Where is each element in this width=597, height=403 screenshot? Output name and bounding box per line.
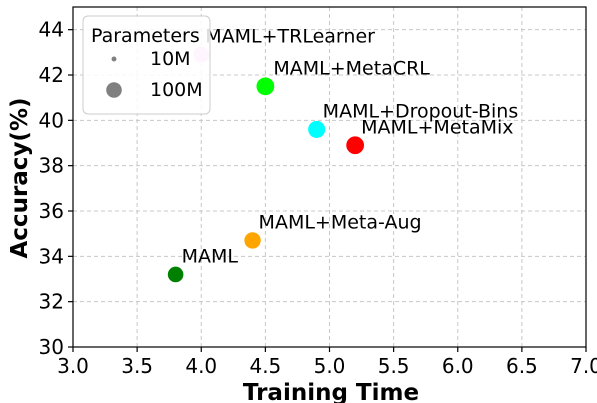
x-tick-label: 6.5: [506, 354, 538, 378]
y-tick-label: 34: [39, 244, 64, 268]
x-tick-label: 6.0: [442, 354, 474, 378]
y-tick-label: 30: [39, 335, 64, 359]
x-tick-label: 5.0: [314, 354, 346, 378]
x-tick-label: 4.0: [185, 354, 217, 378]
y-tick-label: 40: [39, 108, 64, 132]
plot-frame: [72, 6, 587, 348]
y-tick-label: 36: [39, 199, 64, 223]
data-point: [256, 77, 275, 96]
data-point: [308, 120, 326, 138]
data-point-label: MAML+Dropout-Bins: [323, 100, 519, 122]
y-tick-label: 38: [39, 154, 64, 178]
data-point: [167, 266, 184, 283]
data-point: [244, 232, 261, 249]
legend-entry-label: 100M: [150, 79, 203, 101]
point-labels: MAML MAML+Meta-Aug MAML+TRLearner MAML+Meta…: [182, 26, 519, 268]
y-tick-label: 32: [39, 290, 64, 314]
data-points: [167, 46, 365, 283]
y-tick-label: 44: [39, 18, 64, 42]
data-point-label: MAML+Meta-Aug: [259, 211, 422, 233]
data-point-label: MAML+MetaCRL: [273, 57, 430, 79]
x-tick-label: 3.5: [121, 354, 153, 378]
legend-entry-label: 10M: [150, 48, 191, 70]
x-axis-title: Training Time: [243, 380, 419, 403]
legend-marker: [106, 82, 122, 98]
x-tick-label: 7.0: [570, 354, 597, 378]
data-point-label: MAML+MetaMix: [361, 116, 513, 138]
data-point-label: MAML: [182, 245, 239, 267]
y-axis-title: Accuracy(%): [7, 98, 33, 259]
legend: Parameters 10M 100M: [82, 15, 211, 115]
x-tick-label: 4.5: [249, 354, 281, 378]
axes: 3.0 3.5 4.0 4.5 5.0 5.5 6.0 6.5 7.0 30 32 34 36 38 40 4…: [39, 6, 597, 378]
legend-marker: [111, 56, 117, 62]
x-tick-label: 5.5: [378, 354, 410, 378]
data-point: [346, 136, 365, 155]
data-point-label: MAML+TRLearner: [205, 26, 375, 48]
y-tick-label: 42: [39, 63, 64, 87]
x-tick-label: 3.0: [57, 354, 89, 378]
legend-title: Parameters: [91, 25, 200, 47]
